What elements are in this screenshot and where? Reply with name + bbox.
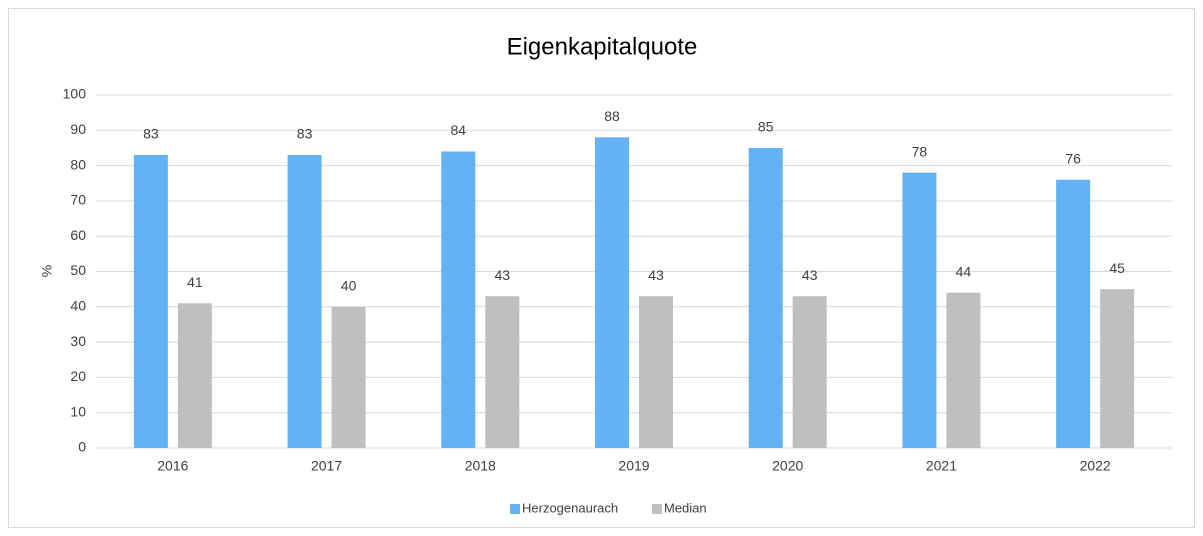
- y-tick-label: 20: [70, 368, 86, 384]
- y-tick-label: 60: [70, 227, 86, 243]
- data-label: 40: [341, 278, 357, 294]
- y-tick-label: 50: [70, 262, 86, 278]
- data-label: 43: [802, 267, 818, 283]
- data-label: 45: [1109, 260, 1125, 276]
- bar: [485, 296, 520, 448]
- x-tick-label: 2022: [1080, 458, 1111, 474]
- x-tick-label: 2021: [926, 458, 957, 474]
- data-label: 43: [494, 267, 510, 283]
- bar: [639, 296, 673, 448]
- data-label: 83: [297, 126, 313, 142]
- bar: [133, 155, 168, 448]
- x-tick-label: 2016: [157, 458, 188, 474]
- y-axis-label: %: [39, 265, 55, 277]
- bar: [946, 292, 981, 448]
- bar: [792, 296, 827, 448]
- bar: [441, 151, 476, 449]
- x-tick-label: 2019: [618, 458, 649, 474]
- bar: [1056, 179, 1091, 448]
- data-label: 41: [187, 274, 203, 290]
- x-tick-label: 2017: [311, 458, 342, 474]
- data-label: 78: [912, 143, 928, 159]
- x-tick-label: 2020: [772, 458, 803, 474]
- data-label: 85: [758, 119, 774, 135]
- data-label: 43: [648, 267, 664, 283]
- data-label: 84: [450, 122, 466, 138]
- x-tick-label: 2018: [465, 458, 496, 474]
- data-label: 44: [956, 263, 972, 279]
- bar: [902, 172, 937, 448]
- chart-title: Eigenkapitalquote: [507, 33, 698, 60]
- y-tick-label: 30: [70, 333, 86, 349]
- data-label: 76: [1065, 150, 1081, 166]
- legend-swatch: [510, 504, 520, 514]
- legend-label: Median: [664, 500, 707, 515]
- y-tick-label: 70: [70, 192, 86, 208]
- y-tick-label: 0: [78, 439, 86, 455]
- bar: [1100, 289, 1135, 448]
- y-tick-label: 100: [63, 86, 87, 102]
- bar: [595, 137, 629, 449]
- data-label: 88: [604, 108, 620, 124]
- legend-label: Herzogenaurach: [522, 500, 618, 515]
- bar: [287, 155, 322, 448]
- bar: [331, 306, 366, 448]
- y-tick-label: 90: [70, 121, 86, 137]
- bar: [177, 303, 212, 448]
- bar: [748, 147, 783, 448]
- data-label: 83: [143, 126, 159, 142]
- y-tick-label: 80: [70, 156, 86, 172]
- legend-swatch: [652, 504, 662, 514]
- y-tick-label: 40: [70, 298, 86, 314]
- y-tick-label: 10: [70, 403, 86, 419]
